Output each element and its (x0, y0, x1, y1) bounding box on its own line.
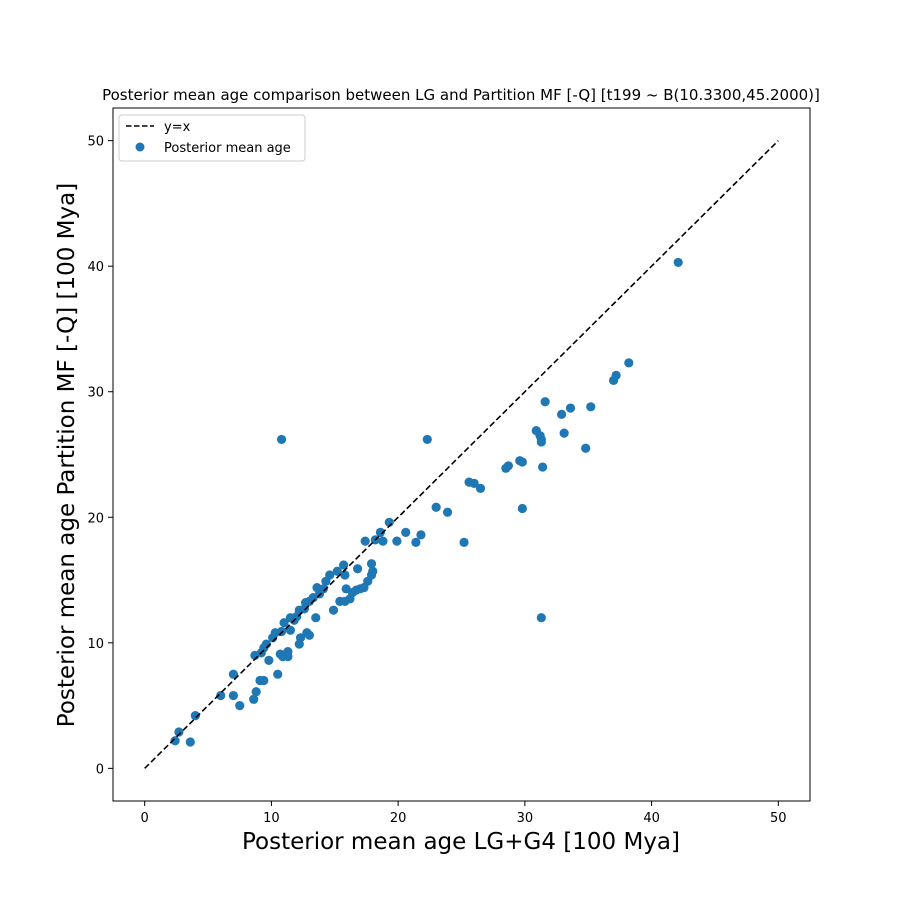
data-point (235, 700, 245, 711)
y-tick-label: 30 (87, 386, 104, 401)
x-tick-label: 40 (643, 811, 660, 826)
x-tick-label: 50 (770, 811, 787, 826)
data-point (318, 584, 328, 594)
legend-box (118, 114, 306, 162)
data-point (378, 536, 388, 546)
data-point (611, 370, 621, 381)
y-tick-label: 10 (87, 637, 104, 652)
data-point (251, 687, 261, 697)
data-point (328, 605, 339, 615)
data-point (536, 437, 546, 447)
data-point (475, 483, 486, 493)
data-point (360, 536, 370, 546)
data-point (340, 570, 350, 580)
plot-frame (112, 107, 811, 802)
data-point (422, 434, 432, 445)
data-point (283, 652, 293, 662)
data-point (339, 560, 349, 570)
plot-area (144, 140, 779, 769)
legend-point-swatch (135, 142, 145, 152)
data-point (352, 564, 363, 574)
data-point (375, 527, 385, 537)
data-point (565, 403, 576, 413)
data-point (581, 443, 591, 453)
reference-line-layer (144, 140, 779, 769)
y-tick-label: 20 (87, 511, 104, 526)
data-point (311, 613, 321, 623)
data-point (366, 559, 377, 569)
data-point (503, 461, 513, 471)
data-point (174, 727, 184, 737)
data-point (416, 530, 426, 540)
points-layer (170, 257, 683, 747)
data-point (216, 690, 226, 701)
data-point (411, 537, 421, 547)
data-point (392, 536, 402, 546)
legend-label-points: Posterior mean age (164, 141, 291, 156)
legend-label-reference-line: y=x (164, 120, 191, 135)
x-tick-label: 20 (390, 811, 407, 826)
data-point (170, 736, 180, 746)
x-tick-label: 0 (141, 811, 149, 826)
data-point (459, 537, 469, 547)
y-axis: 0 10 20 30 40 50 (87, 135, 113, 777)
data-point (276, 626, 287, 637)
chart-title: Posterior mean age comparison between LG… (102, 86, 820, 104)
data-point (279, 618, 289, 628)
legend: y=x Posterior mean age (118, 114, 306, 162)
y-tick-label: 50 (87, 135, 104, 150)
data-point (431, 502, 441, 512)
x-tick-label: 10 (263, 811, 280, 826)
data-point (249, 694, 259, 704)
x-tick-label: 30 (517, 811, 534, 826)
x-axis-label: Posterior mean age LG+G4 [100 Mya] (242, 829, 680, 855)
data-point (294, 639, 304, 649)
data-point (190, 711, 200, 721)
data-point (325, 570, 335, 580)
data-point (401, 527, 411, 537)
y-axis-label: Posterior mean age Partition MF [-Q] [10… (54, 183, 80, 727)
data-point (559, 428, 569, 438)
data-point (442, 507, 453, 517)
reference-line-y-equals-x (144, 140, 779, 769)
x-axis: 0 10 20 30 40 50 (141, 801, 787, 826)
y-tick-label: 40 (87, 260, 104, 275)
data-point (517, 457, 527, 467)
data-point (276, 434, 287, 445)
data-point (557, 409, 567, 419)
data-point (285, 625, 296, 635)
data-point (624, 358, 634, 368)
data-point (540, 397, 550, 407)
data-point (538, 462, 548, 472)
y-tick-label: 0 (96, 762, 104, 777)
data-point (273, 669, 283, 679)
data-point (264, 655, 274, 665)
data-point (368, 566, 378, 576)
data-point (536, 613, 546, 623)
data-point (228, 690, 238, 701)
data-point (586, 402, 596, 412)
data-point (185, 737, 195, 747)
data-point (332, 566, 342, 576)
data-point (304, 630, 315, 640)
data-point (673, 257, 683, 268)
data-point (259, 675, 269, 686)
data-point (517, 503, 527, 514)
data-point (228, 669, 238, 679)
data-point (469, 478, 479, 488)
